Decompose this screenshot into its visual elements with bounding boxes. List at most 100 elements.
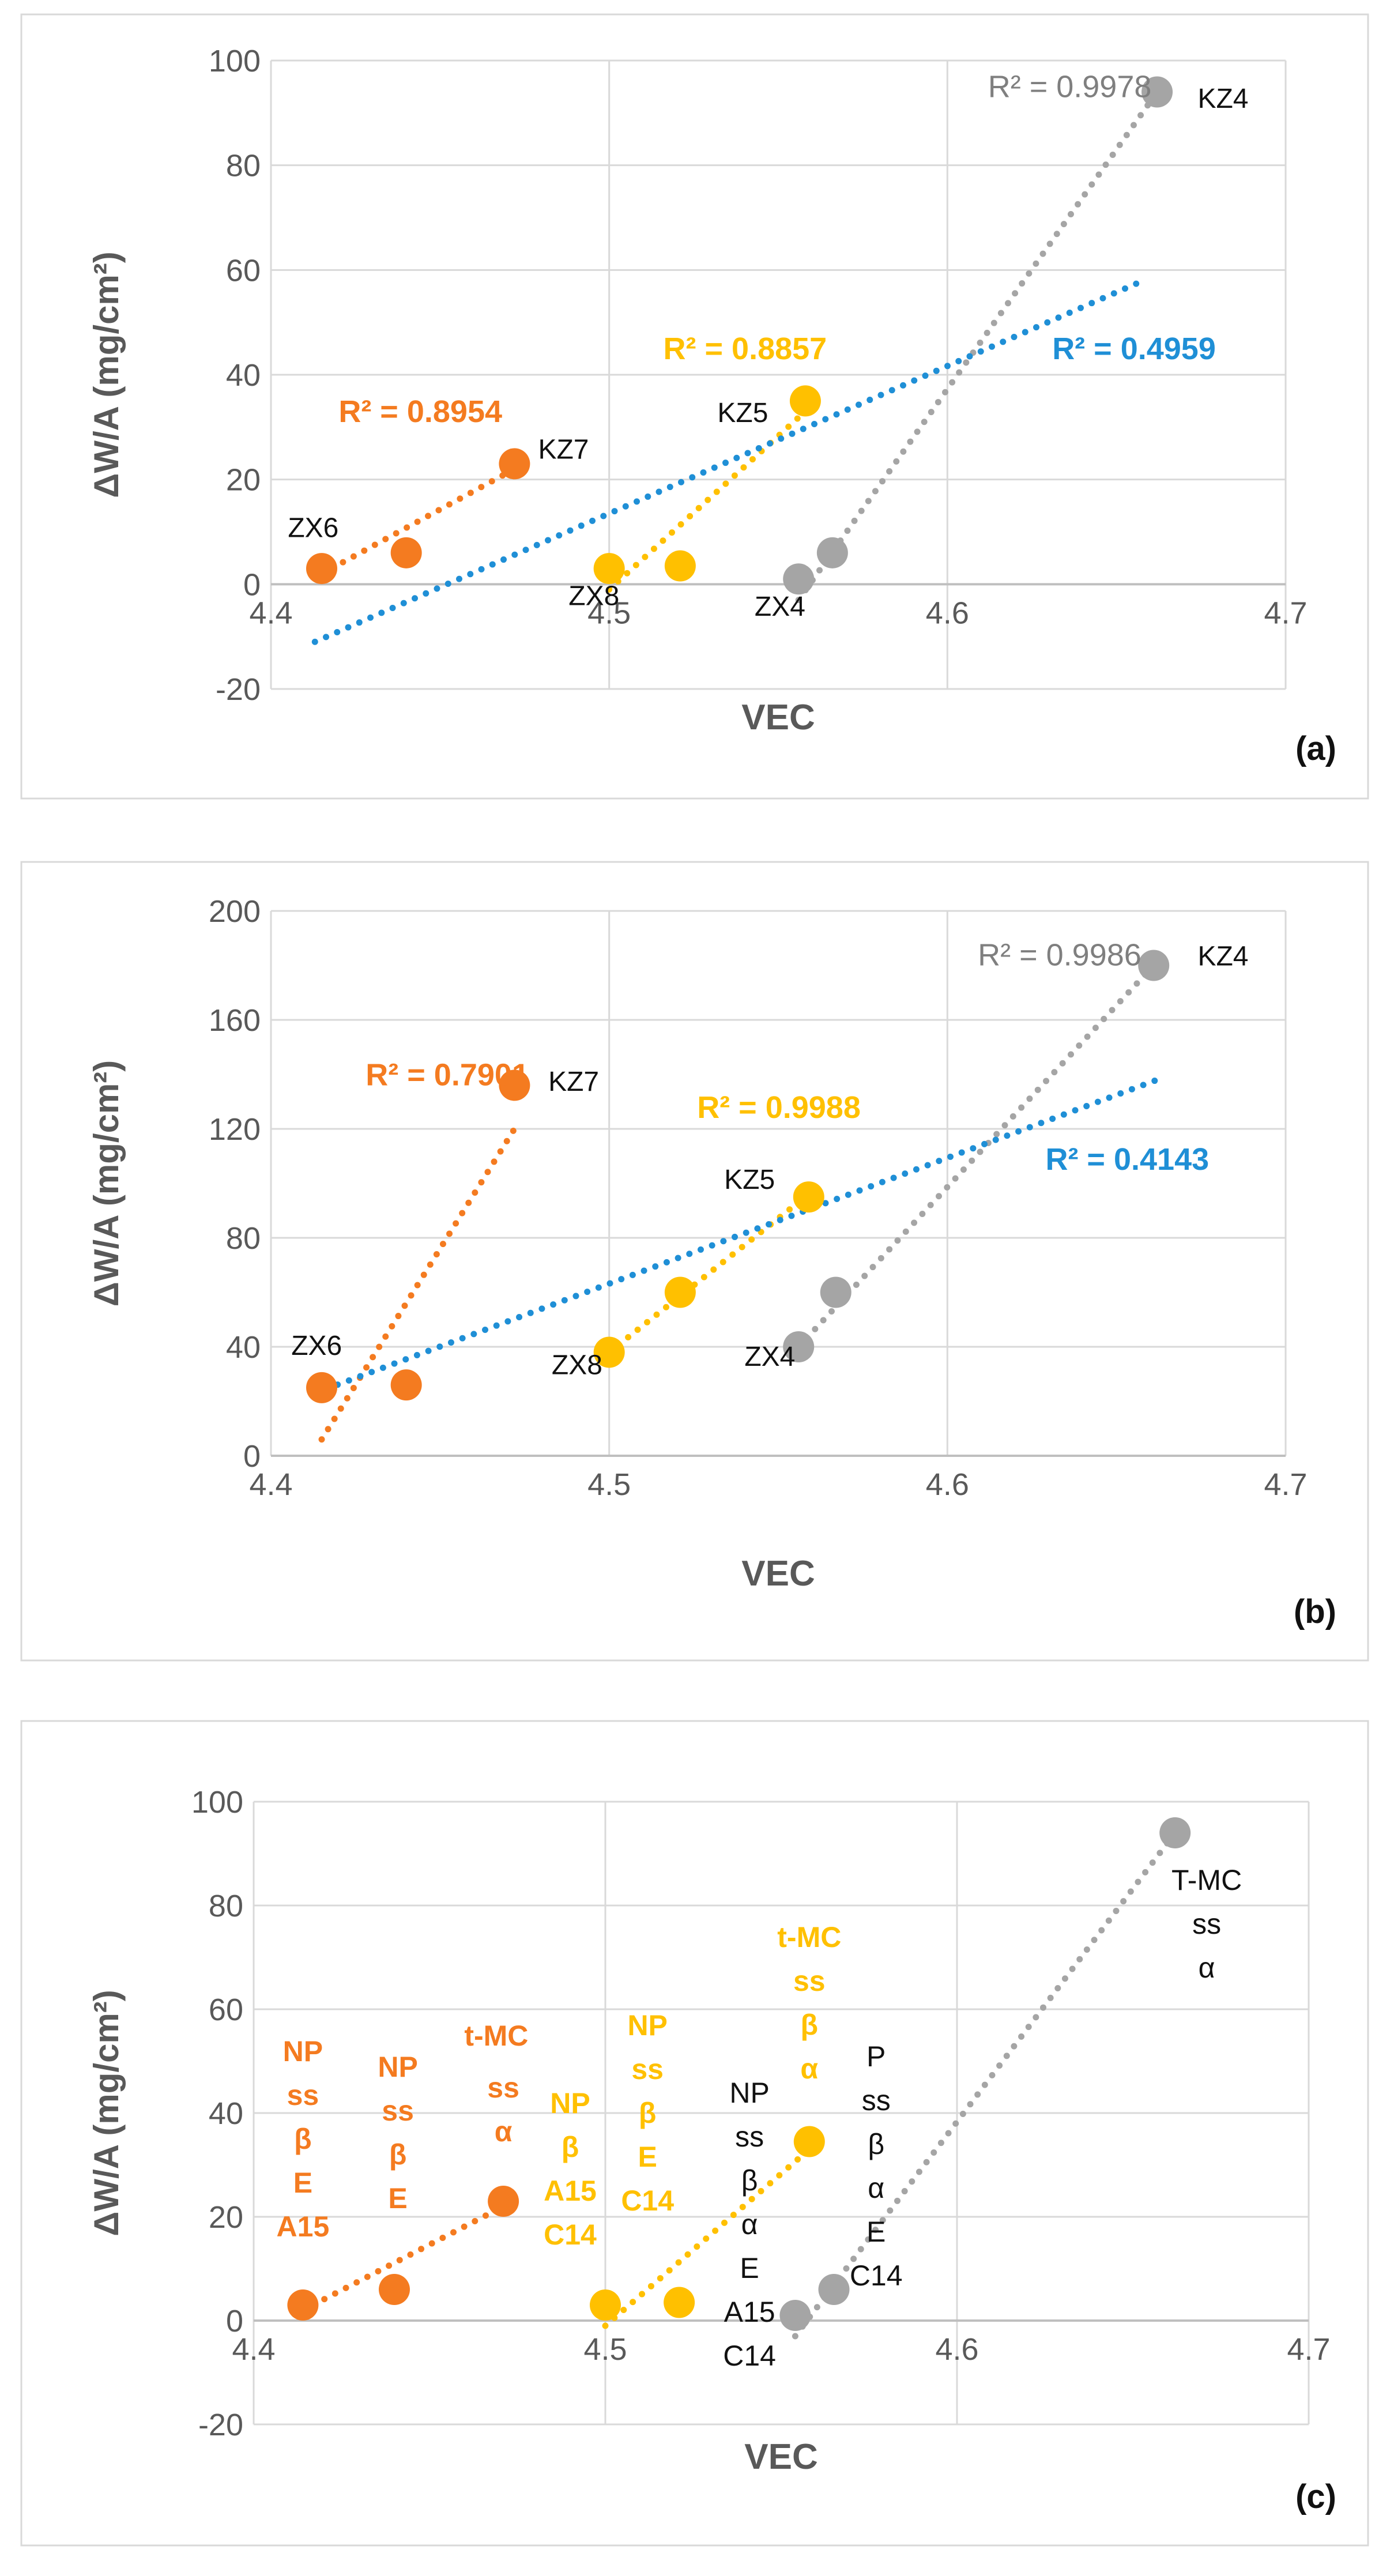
y-axis-title: ΔW/A (mg/cm²) [87, 1990, 126, 2236]
y-tick-label: 60 [226, 253, 261, 288]
x-tick-label: 4.4 [232, 2332, 275, 2367]
phase-annotation: ss α [487, 2072, 519, 2148]
phase-annotation-line: β [294, 2123, 312, 2155]
phase-annotation: t-MC ss βα [777, 1921, 841, 2085]
trendline-orange [318, 466, 518, 577]
data-point-gray [818, 2274, 850, 2305]
y-axis-title: ΔW/A (mg/cm²) [87, 1060, 126, 1307]
point-label: ZX4 [755, 592, 805, 622]
data-point-gray [1138, 950, 1170, 981]
y-tick-label: 100 [191, 1785, 243, 1820]
y-tick-label: -20 [198, 2408, 243, 2442]
data-point-yellow [593, 553, 625, 585]
phase-annotation: NP ss βαE A15 C14 [723, 2077, 776, 2372]
data-point-gray [820, 1276, 852, 1308]
data-point-orange [390, 537, 422, 568]
r2-label-blue: R² = 0.4143 [1045, 1142, 1209, 1177]
phase-annotation: T-MC ss α [1171, 1864, 1242, 1984]
phase-annotation-line: ss [487, 2072, 519, 2104]
panel-label: (c) [1295, 2478, 1336, 2515]
panel-label: (b) [1294, 1593, 1336, 1630]
data-point-orange [499, 448, 530, 480]
x-tick-label: 4.7 [1264, 1467, 1307, 1502]
y-tick-label: 20 [209, 2200, 243, 2235]
phase-annotation: NP ss βE A15 [277, 2035, 330, 2243]
phase-annotation-line: β [389, 2138, 407, 2171]
data-point-orange [379, 2274, 410, 2305]
trendline-gray [795, 962, 1157, 1350]
point-label: KZ5 [724, 1165, 775, 1195]
phase-annotation: NP β A15 C14 [544, 2087, 597, 2251]
data-point-orange [306, 553, 337, 585]
point-label: KZ7 [538, 434, 589, 465]
chart-panel-1: -20 0 20 40 60 80 100 4.4 4.5 4.6 4.7 VEC ΔW/A (mg/c… [20, 13, 1369, 800]
data-point-yellow [593, 1336, 625, 1368]
phase-annotation-line: NP [550, 2087, 590, 2119]
phase-annotation-line: E [638, 2141, 657, 2173]
data-point-yellow [664, 2287, 695, 2318]
x-axis-title: VEC [741, 698, 815, 737]
trendline-blue [311, 1076, 1161, 1396]
x-tick-label: 4.5 [587, 1467, 631, 1502]
x-tick-label: 4.4 [249, 596, 292, 630]
y-tick-label: 160 [209, 1003, 261, 1038]
phase-annotation-line: C14 [621, 2185, 674, 2217]
data-point-yellow [789, 385, 821, 417]
y-tick-label: 20 [226, 463, 261, 498]
r2-label-yellow: R² = 0.8857 [664, 332, 827, 366]
y-tick-label: 40 [209, 2096, 243, 2131]
y-tick-label: 80 [226, 149, 261, 183]
phase-annotation-line: NP [283, 2035, 323, 2067]
phase-annotation-line: ss [382, 2095, 414, 2127]
point-label: KZ4 [1197, 84, 1248, 114]
data-point-orange [287, 2289, 319, 2321]
phase-annotation: NP ss βE [378, 2051, 417, 2215]
phase-annotation-line: β [562, 2131, 579, 2163]
point-label: KZ7 [548, 1067, 599, 1097]
chart-panel-3: -20 0 20 40 60 80 100 4.4 4.5 4.6 4.7 VEC ΔW/A (mg/c… [20, 1720, 1369, 2547]
point-label: ZX8 [568, 581, 619, 612]
point-label: KZ4 [1197, 941, 1248, 972]
x-tick-label: 4.7 [1287, 2332, 1330, 2367]
phase-annotation-line: α [495, 2115, 513, 2148]
phase-annotation-line: C14 [544, 2219, 597, 2251]
phase-annotation-line: β [639, 2097, 657, 2129]
phase-annotation-line: ss [631, 2053, 664, 2085]
data-point-yellow [664, 550, 696, 582]
phase-annotation-line: ss [862, 2084, 891, 2116]
y-tick-label: 40 [226, 1330, 261, 1365]
phase-annotation-line: E [740, 2252, 759, 2284]
trendline-orange [299, 2203, 507, 2314]
point-label: ZX8 [552, 1350, 602, 1380]
phase-annotation-line: t-MC [464, 2020, 528, 2052]
phase-annotation-line: A15 [544, 2175, 597, 2207]
phase-annotation-line: α [1199, 1952, 1215, 1984]
trendline-yellow [602, 2146, 813, 2329]
data-point-gray [1141, 76, 1173, 108]
phase-annotation-line: E [293, 2167, 312, 2199]
phase-annotation-line: t-MC [777, 1921, 841, 1953]
y-tick-label: 80 [209, 1889, 243, 1923]
x-tick-label: 4.4 [249, 1467, 292, 1502]
data-point-gray [816, 537, 848, 568]
phase-annotation-line: E [866, 2216, 886, 2248]
phase-annotation-line: E [388, 2182, 407, 2215]
chart-frame [20, 13, 1369, 800]
data-point-orange [488, 2186, 519, 2217]
x-tick-label: 4.7 [1264, 596, 1307, 630]
r2-label-gray: R² = 0.9986 [978, 938, 1141, 973]
y-tick-label: 40 [226, 358, 261, 393]
chart-frame [20, 861, 1369, 1662]
trendline-gray [795, 89, 1161, 604]
phase-annotation-line: P [866, 2040, 886, 2073]
point-label: ZX6 [291, 1331, 342, 1361]
trendline-blue [311, 277, 1147, 645]
point-label: ZX4 [744, 1342, 795, 1372]
y-tick-label: 80 [226, 1221, 261, 1256]
data-point-gray [1159, 1817, 1191, 1848]
trendline-yellow [606, 408, 809, 593]
phase-annotation-line: T-MC [1171, 1864, 1242, 1896]
phase-annotation-line: A15 [724, 2296, 775, 2328]
phase-annotation-line: A15 [277, 2210, 330, 2243]
